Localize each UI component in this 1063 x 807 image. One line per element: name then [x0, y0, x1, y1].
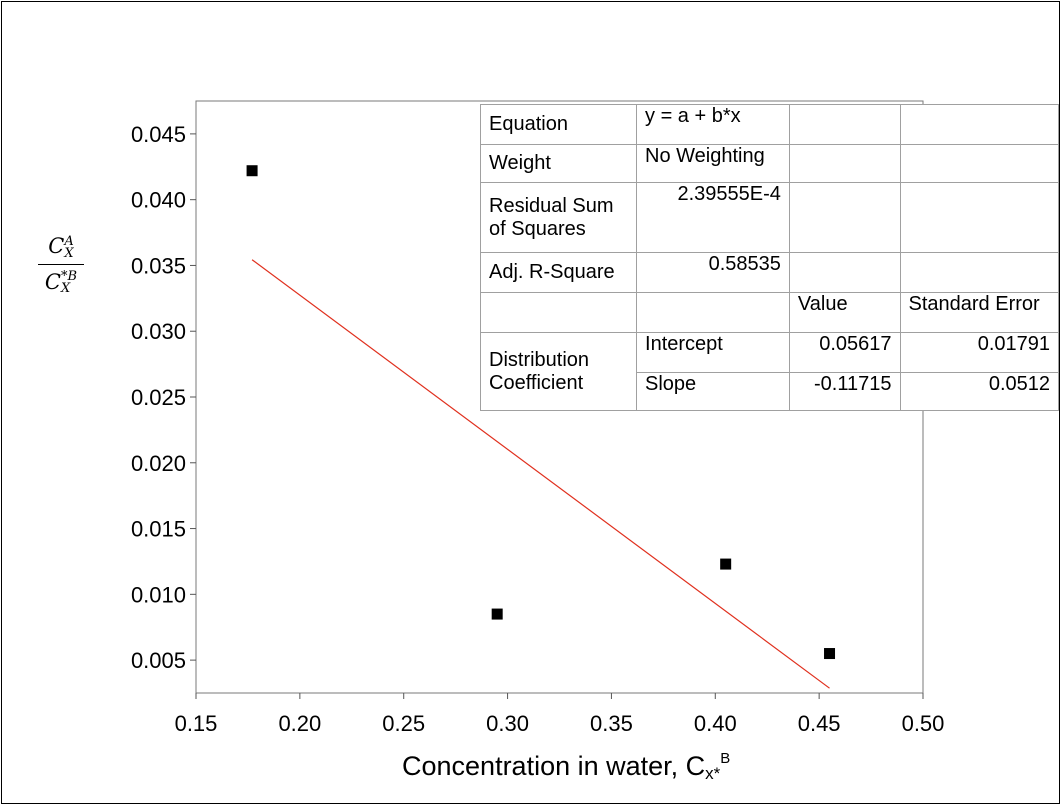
x-tick-label: 0.45: [798, 711, 841, 736]
rss-value: 2.39555E-4: [636, 182, 790, 253]
rss-label: Residual Sum of Squares: [479, 182, 638, 253]
x-tick-label: 0.25: [382, 711, 425, 736]
y-tick-label: 0.010: [131, 582, 186, 607]
y-tick-label: 0.015: [131, 517, 186, 542]
slope-value: -0.11715: [788, 372, 901, 411]
equation-value: y = a + b*x: [636, 104, 790, 145]
x-tick-label: 0.20: [278, 711, 321, 736]
fit-line: [251, 259, 830, 689]
data-points: [246, 165, 836, 660]
x-tick-label: 0.50: [902, 711, 945, 736]
weight-label: Weight: [479, 144, 638, 183]
y-tick-label: 0.005: [131, 648, 186, 673]
y-tick-label: 0.045: [131, 122, 186, 147]
y-tick-label: 0.040: [131, 188, 186, 213]
fit-line-group: [251, 259, 830, 689]
adj-r-square-label: Adj. R-Square: [479, 252, 638, 293]
value-header: Value: [788, 292, 901, 333]
y-tick-label: 0.030: [131, 319, 186, 344]
axis-ticks: 0.15 0.20 0.25 0.30 0.35 0.40 0.45 0.50 0.005 0.0…: [131, 122, 944, 736]
group-label: Distribution Coefficient: [479, 332, 638, 411]
y-tick-label: 0.025: [131, 385, 186, 410]
equation-label: Equation: [479, 104, 638, 145]
data-point: [824, 648, 836, 660]
stderr-header: Standard Error: [899, 292, 1059, 333]
x-axis-label: Concentration in water, Cx*B: [402, 750, 731, 783]
intercept-stderr: 0.01791: [899, 332, 1059, 373]
intercept-value: 0.05617: [788, 332, 901, 373]
data-point: [720, 558, 732, 570]
slope-label: Slope: [636, 372, 790, 411]
x-tick-label: 0.35: [590, 711, 633, 736]
x-tick-label: 0.15: [175, 711, 218, 736]
x-tick-label: 0.30: [486, 711, 529, 736]
y-tick-label: 0.020: [131, 451, 186, 476]
data-point: [246, 165, 258, 177]
adj-r-square-value: 0.58535: [636, 252, 790, 293]
slope-stderr: 0.0512: [899, 372, 1059, 411]
y-tick-label: 0.035: [131, 253, 186, 278]
fit-statistics-table: Equation y = a + b*x Weight No Weighting…: [479, 104, 1059, 411]
data-point: [491, 608, 503, 620]
weight-value: No Weighting: [636, 144, 790, 183]
intercept-label: Intercept: [636, 332, 790, 373]
x-tick-label: 0.40: [694, 711, 737, 736]
